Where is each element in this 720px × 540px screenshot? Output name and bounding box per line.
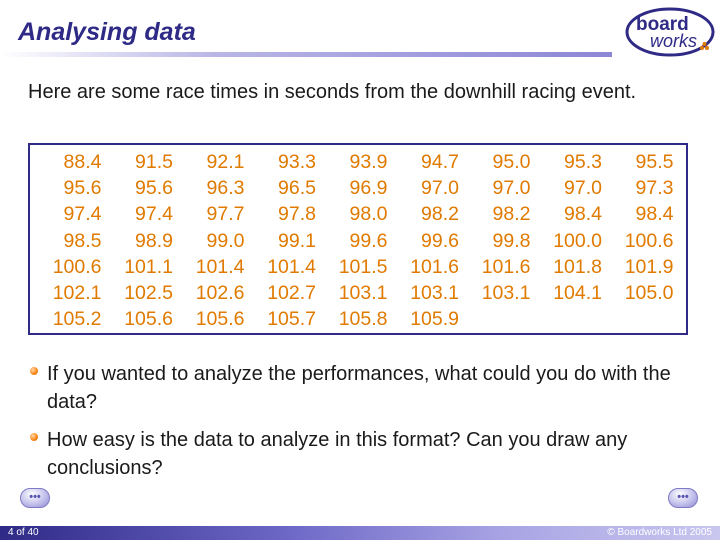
table-cell: 98.0	[349, 203, 388, 226]
table-cell: 95.5	[635, 151, 674, 173]
race-times-table: 88.4 91.5 92.1 93.3 93.9 94.7 95.0 95.3 95.5 95.6…	[28, 143, 688, 335]
table-cell: 101.9	[624, 255, 674, 278]
table-cell: 102.7	[267, 282, 316, 305]
table-cell: 95.0	[492, 151, 531, 173]
bullet-item: If you wanted to analyze the performance…	[30, 360, 690, 416]
table-cell: 102.1	[52, 282, 102, 305]
table-cell: 97.3	[635, 177, 674, 200]
table-cell: 97.4	[63, 203, 102, 226]
table-cell: 99.6	[421, 229, 459, 252]
table-cell	[545, 306, 617, 332]
table-cell: 93.9	[349, 151, 388, 173]
table-cell: 101.6	[481, 255, 531, 278]
slide-title: Analysing data	[18, 18, 196, 46]
table-cell: 98.4	[564, 203, 602, 226]
table-cell: 97.4	[135, 203, 173, 226]
table-cell: 98.2	[492, 203, 531, 226]
table-cell: 98.4	[635, 203, 674, 226]
table-cell: 96.3	[206, 177, 245, 200]
table-cell: 99.1	[278, 229, 316, 252]
table-cell	[473, 306, 545, 332]
table-cell	[616, 306, 688, 332]
bullet-text: How easy is the data to analyze in this …	[47, 429, 628, 479]
table-cell: 103.1	[481, 282, 531, 305]
race-times-grid: 88.4 91.5 92.1 93.3 93.9 94.7 95.0 95.3 95.5 95.6…	[44, 149, 688, 332]
table-cell: 101.4	[267, 255, 316, 278]
table-cell: 99.6	[349, 229, 388, 252]
table-cell: 97.8	[278, 203, 316, 226]
table-cell: 97.0	[421, 177, 459, 200]
table-cell: 102.6	[195, 282, 245, 305]
table-cell: 105.2	[52, 308, 102, 331]
table-cell: 101.5	[338, 255, 388, 278]
table-cell: 95.3	[564, 151, 602, 173]
table-cell: 95.6	[63, 177, 102, 200]
table-cell: 101.8	[553, 255, 602, 278]
logo-text-bottom: works	[650, 31, 697, 51]
table-cell: 105.6	[195, 308, 245, 331]
table-cell: 92.1	[206, 151, 245, 173]
table-cell: 96.9	[349, 177, 388, 200]
table-cell: 93.3	[278, 151, 316, 173]
boardworks-logo: board works	[625, 7, 715, 57]
table-cell: 102.5	[124, 282, 173, 305]
header-divider	[0, 52, 612, 57]
intro-text: Here are some race times in seconds from…	[28, 81, 637, 103]
table-cell: 95.6	[135, 177, 173, 200]
table-cell: 100.6	[624, 229, 674, 252]
table-cell: 96.5	[278, 177, 316, 200]
table-cell: 101.1	[124, 255, 173, 278]
table-cell: 88.4	[63, 151, 102, 173]
table-cell: 94.7	[421, 151, 459, 173]
table-cell: 98.2	[421, 203, 459, 226]
table-cell: 105.7	[267, 308, 316, 331]
back-arrow-icon[interactable]: •••	[20, 488, 50, 508]
page-number: 4 of 40	[8, 527, 39, 538]
table-cell: 101.6	[410, 255, 459, 278]
table-cell: 105.8	[338, 308, 388, 331]
bullet-item: How easy is the data to analyze in this …	[30, 426, 690, 482]
table-cell: 104.1	[553, 282, 602, 305]
bullet-icon	[30, 433, 38, 441]
table-cell: 98.9	[135, 229, 173, 252]
table-cell: 105.0	[624, 282, 674, 305]
table-cell: 97.7	[206, 203, 245, 226]
table-cell: 105.9	[410, 308, 459, 331]
table-cell: 99.0	[206, 229, 245, 252]
table-cell: 99.8	[492, 229, 531, 252]
table-cell: 97.0	[492, 177, 531, 200]
bullet-text: If you wanted to analyze the performance…	[47, 363, 671, 413]
table-cell: 100.6	[52, 255, 102, 278]
table-cell: 91.5	[135, 151, 173, 173]
forward-arrow-icon[interactable]: •••	[668, 488, 698, 508]
table-cell: 101.4	[195, 255, 245, 278]
table-cell: 105.6	[124, 308, 173, 331]
table-cell: 98.5	[63, 229, 102, 252]
table-cell: 103.1	[410, 282, 459, 305]
bullet-icon	[30, 367, 38, 375]
footer-bar	[0, 526, 720, 540]
table-cell: 103.1	[338, 282, 388, 305]
table-cell: 100.0	[553, 229, 602, 252]
copyright-text: © Boardworks Ltd 2005	[607, 527, 712, 538]
table-cell: 97.0	[564, 177, 602, 200]
logo-text-top: board	[636, 14, 689, 35]
